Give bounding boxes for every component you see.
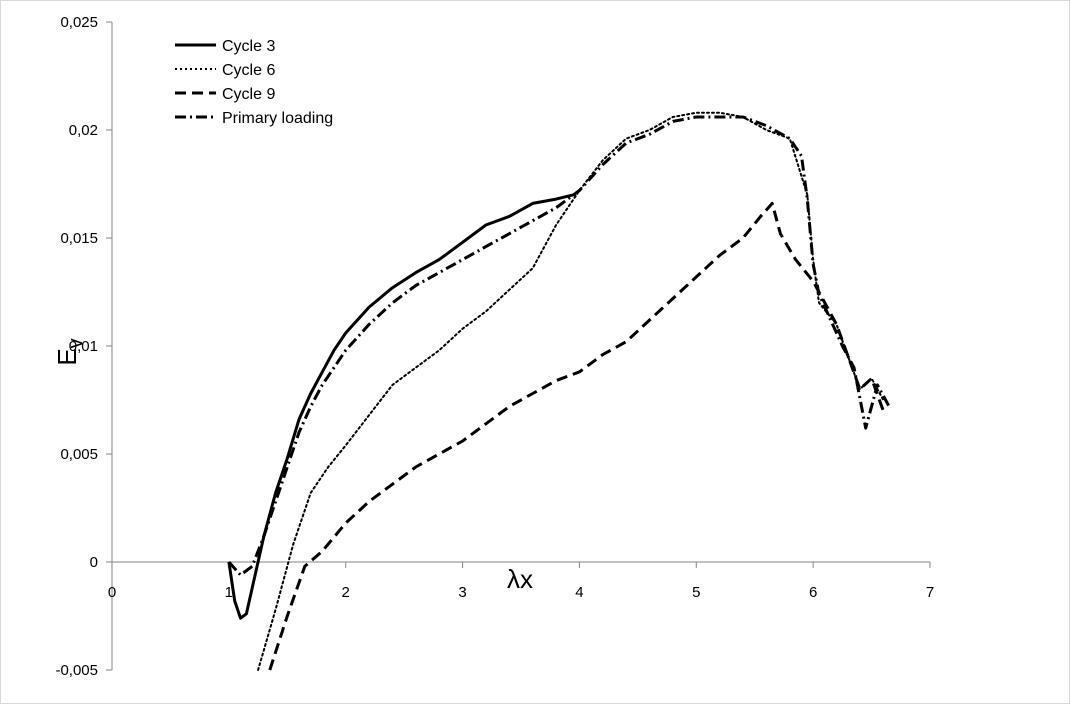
y-tick-label: 0,005 [60, 446, 98, 463]
x-tick-label: 2 [342, 584, 350, 601]
y-axis-label: Ev [52, 338, 87, 365]
legend-label: Cycle 9 [222, 86, 275, 103]
series-line-cycle-9 [268, 201, 885, 671]
y-tick-label: 0,015 [60, 230, 98, 247]
x-tick-label: 5 [692, 584, 700, 601]
x-tick-label: 0 [108, 584, 116, 601]
y-tick-label: 0 [90, 554, 98, 571]
series-line-primary-loading [227, 115, 891, 577]
x-tick-label: 4 [575, 584, 583, 601]
legend-label: Cycle 6 [222, 62, 275, 79]
x-tick-label: 1 [225, 584, 233, 601]
x-tick-label: 6 [809, 584, 817, 601]
x-tick-label: 7 [926, 584, 934, 601]
x-axis-label: λx [507, 564, 533, 594]
legend-label: Primary loading [222, 110, 333, 127]
legend: Cycle 3 Cycle 6 Cycle 9 Primary loading [175, 38, 333, 127]
y-tick-label: 0,025 [60, 14, 98, 31]
x-tick-label: 3 [458, 584, 466, 601]
y-tick-label: 0,01 [69, 338, 98, 355]
series-layer [227, 111, 891, 671]
series-line-cycle-3 [227, 193, 574, 620]
legend-label: Cycle 3 [222, 38, 275, 55]
y-tick-label: -0,005 [55, 662, 98, 679]
y-tick-label: 0,02 [69, 122, 98, 139]
y-ticks: -0,005 0 0,005 0,01 0,015 0,02 0,025 [55, 14, 112, 679]
